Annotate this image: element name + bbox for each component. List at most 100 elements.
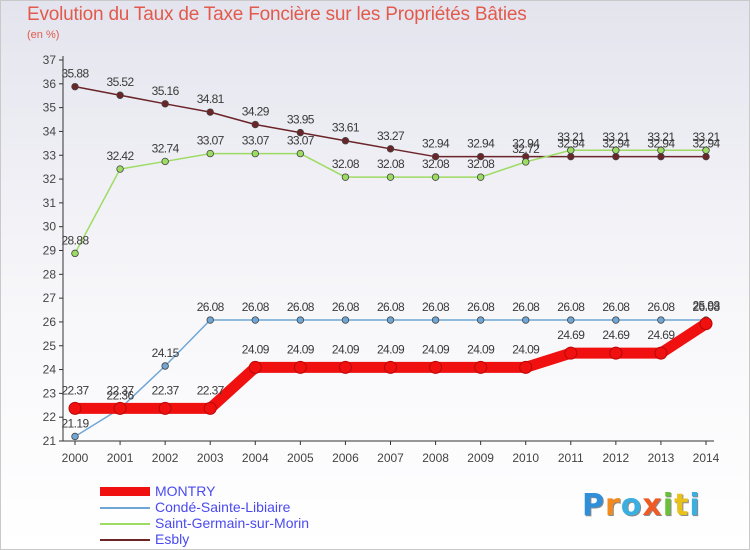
data-label: 25.93 xyxy=(692,299,720,313)
data-point xyxy=(113,401,127,415)
data-point xyxy=(612,146,620,154)
data-point xyxy=(68,401,82,415)
data-point xyxy=(161,362,169,370)
data-point xyxy=(251,149,259,158)
unit-label: (en %) xyxy=(27,29,60,41)
data-point xyxy=(296,149,305,158)
legend-label: Esbly xyxy=(155,531,190,547)
data-label: 32.94 xyxy=(422,137,450,151)
x-tick-label: 2013 xyxy=(648,451,675,465)
data-point xyxy=(654,346,668,360)
data-point xyxy=(386,173,395,181)
logo-letter: o xyxy=(620,488,643,523)
data-point xyxy=(519,360,533,374)
data-point xyxy=(116,91,124,99)
data-point xyxy=(296,316,305,324)
y-tick-label: 31 xyxy=(43,196,57,210)
data-label: 26.08 xyxy=(602,300,630,314)
data-label: 33.21 xyxy=(602,130,630,144)
data-label: 26.08 xyxy=(692,300,720,314)
y-tick-label: 29 xyxy=(43,244,57,258)
data-label: 26.08 xyxy=(557,300,585,314)
data-point xyxy=(158,401,172,415)
data-point xyxy=(567,316,575,324)
data-label: 26.08 xyxy=(377,300,405,314)
data-label: 32.08 xyxy=(422,157,450,171)
data-label: 35.52 xyxy=(107,75,135,89)
data-point xyxy=(567,146,575,154)
y-tick-label: 23 xyxy=(43,386,57,400)
x-tick-label: 2014 xyxy=(693,451,720,465)
data-point xyxy=(206,108,214,116)
data-point xyxy=(341,137,350,145)
logo-letter: i xyxy=(662,488,675,523)
data-point xyxy=(206,149,214,158)
y-tick-label: 35 xyxy=(43,101,57,115)
data-point xyxy=(431,152,440,161)
logo-letter: r xyxy=(605,488,621,523)
data-point xyxy=(251,316,259,324)
data-point xyxy=(116,165,124,173)
data-label: 35.88 xyxy=(61,67,89,81)
data-label: 33.61 xyxy=(332,121,360,135)
y-tick-label: 27 xyxy=(43,291,57,305)
x-tick-label: 2011 xyxy=(558,451,584,465)
data-label: 24.15 xyxy=(152,346,180,360)
y-tick-label: 30 xyxy=(43,220,57,234)
legend-swatch xyxy=(100,523,150,525)
legend-swatch xyxy=(100,487,150,496)
y-tick-label: 34 xyxy=(43,124,57,138)
x-tick-label: 2003 xyxy=(197,451,224,465)
data-point xyxy=(384,360,397,374)
data-label: 26.08 xyxy=(197,300,225,314)
data-point xyxy=(702,146,710,154)
data-label: 22.37 xyxy=(197,383,225,397)
x-tick-label: 2004 xyxy=(242,451,269,465)
data-label: 33.21 xyxy=(557,130,585,144)
data-point xyxy=(657,316,665,324)
data-point xyxy=(248,360,262,374)
logo-letter: x xyxy=(642,488,663,523)
data-label: 24.09 xyxy=(512,342,540,356)
data-label: 22.36 xyxy=(107,389,135,403)
data-label: 22.37 xyxy=(107,383,135,397)
data-label: 32.42 xyxy=(107,149,135,163)
data-label: 33.07 xyxy=(287,134,315,148)
data-label: 26.08 xyxy=(242,300,270,314)
y-tick-label: 28 xyxy=(43,267,57,281)
y-tick-label: 24 xyxy=(43,363,57,377)
x-tick-label: 2007 xyxy=(377,451,404,465)
data-label: 33.21 xyxy=(647,130,675,144)
data-label: 21.19 xyxy=(61,416,89,430)
logo-letter: P xyxy=(582,488,605,523)
data-label: 32.74 xyxy=(152,141,180,155)
y-tick-label: 21 xyxy=(43,434,57,448)
data-point xyxy=(702,152,710,161)
data-point xyxy=(203,401,217,415)
y-tick-label: 26 xyxy=(43,315,57,329)
data-label: 26.08 xyxy=(647,300,675,314)
data-label: 33.07 xyxy=(242,134,270,148)
data-label: 33.27 xyxy=(377,129,405,143)
x-tick-label: 2000 xyxy=(62,451,89,465)
legend-label: Saint-Germain-sur-Morin xyxy=(155,515,310,531)
x-tick-label: 2009 xyxy=(467,451,494,465)
data-label: 34.29 xyxy=(242,105,270,119)
data-label: 32.72 xyxy=(512,142,540,156)
data-label: 26.08 xyxy=(422,300,450,314)
data-point xyxy=(522,316,530,324)
x-tick-label: 2008 xyxy=(422,451,449,465)
y-tick-label: 22 xyxy=(43,410,57,424)
legend-swatch xyxy=(100,539,150,541)
proxiti-logo: Proxiti xyxy=(582,488,701,523)
data-label: 24.69 xyxy=(602,328,630,342)
data-point xyxy=(476,173,485,181)
data-point xyxy=(612,316,620,324)
data-point xyxy=(71,432,79,441)
data-label: 32.94 xyxy=(647,137,675,151)
data-label: 24.69 xyxy=(557,328,585,342)
data-label: 24.09 xyxy=(467,342,495,356)
data-label: 34.81 xyxy=(197,92,225,106)
data-point xyxy=(657,152,665,161)
